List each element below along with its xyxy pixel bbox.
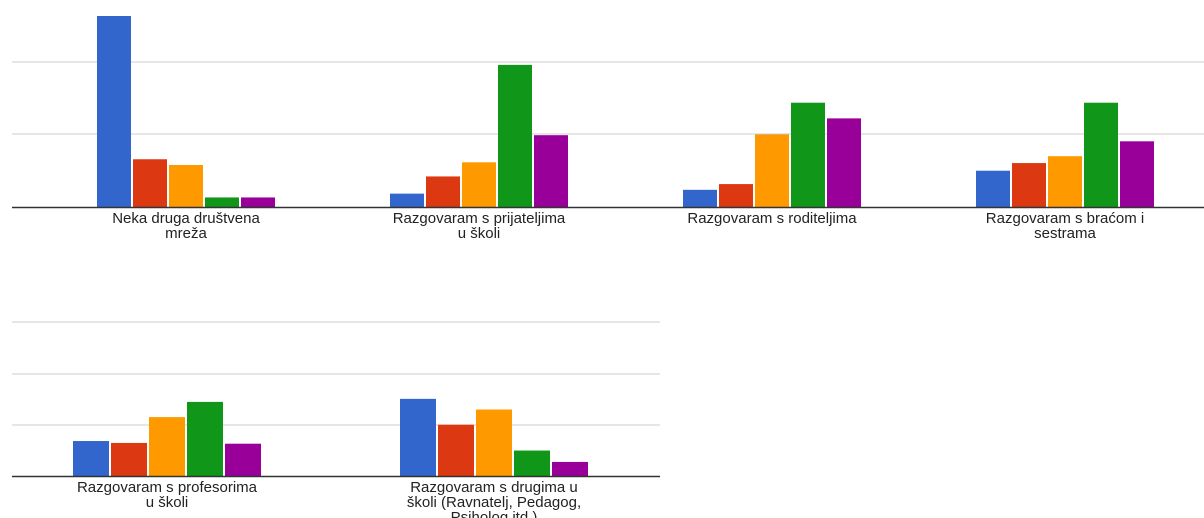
bar-chart-bottom: Razgovaram s profesorima u školiRazgovara… — [12, 321, 660, 518]
bar — [149, 417, 185, 476]
category-label-line: u školi — [458, 225, 501, 242]
bar — [552, 461, 588, 476]
bar — [476, 409, 512, 476]
bar — [976, 170, 1010, 207]
bar — [514, 450, 550, 476]
category-label-line: Razgovaram s roditeljima — [687, 210, 857, 227]
bar — [169, 164, 203, 207]
bar — [1120, 141, 1154, 207]
bar — [719, 184, 753, 207]
category-label-line: Psiholog itd.) — [451, 509, 538, 518]
bar — [390, 193, 424, 207]
bar — [755, 134, 789, 207]
bar — [462, 162, 496, 207]
bar — [187, 401, 223, 476]
bar — [498, 64, 532, 207]
bar — [534, 135, 568, 207]
category-label-line: mreža — [165, 225, 207, 242]
bar-chart-top: Neka druga društvena mreža Razgovaram s pr… — [12, 16, 1204, 242]
bar — [225, 443, 261, 476]
bar — [97, 16, 131, 207]
category-label-line: Razgovaram s drugima u — [410, 479, 578, 496]
bar — [133, 159, 167, 207]
category-label-line: Razgovaram s prijateljima — [393, 210, 566, 227]
category-label-line: sestrama — [1034, 225, 1096, 242]
bar — [438, 424, 474, 476]
category-label: Razgovaram s braćom i sestrama — [986, 210, 1144, 242]
bar — [426, 176, 460, 207]
category-label: Neka druga društvena mreža — [112, 210, 260, 242]
bar — [241, 197, 275, 207]
category-label: Razgovaram s drugima u školi (Ravnatelj, … — [407, 479, 581, 518]
category-label: Razgovaram s prijateljima u školi — [393, 210, 566, 242]
bar — [1084, 102, 1118, 207]
category-label-line: u školi — [146, 494, 189, 511]
category-label: Razgovaram s profesorima u školi — [77, 479, 258, 511]
category-label-line: Razgovaram s profesorima — [77, 479, 258, 496]
bar — [73, 441, 109, 476]
bar — [827, 118, 861, 207]
bar — [205, 197, 239, 207]
category-label-line: školi (Ravnatelj, Pedagog, — [407, 494, 581, 511]
bar — [683, 189, 717, 207]
bar — [400, 398, 436, 476]
category-label: Razgovaram s roditeljima — [687, 210, 857, 227]
bar — [1048, 156, 1082, 207]
bar — [111, 442, 147, 476]
bar — [1012, 163, 1046, 207]
category-label-line: Razgovaram s braćom i — [986, 210, 1144, 227]
category-label-line: Neka druga društvena — [112, 210, 260, 227]
bar — [791, 102, 825, 207]
